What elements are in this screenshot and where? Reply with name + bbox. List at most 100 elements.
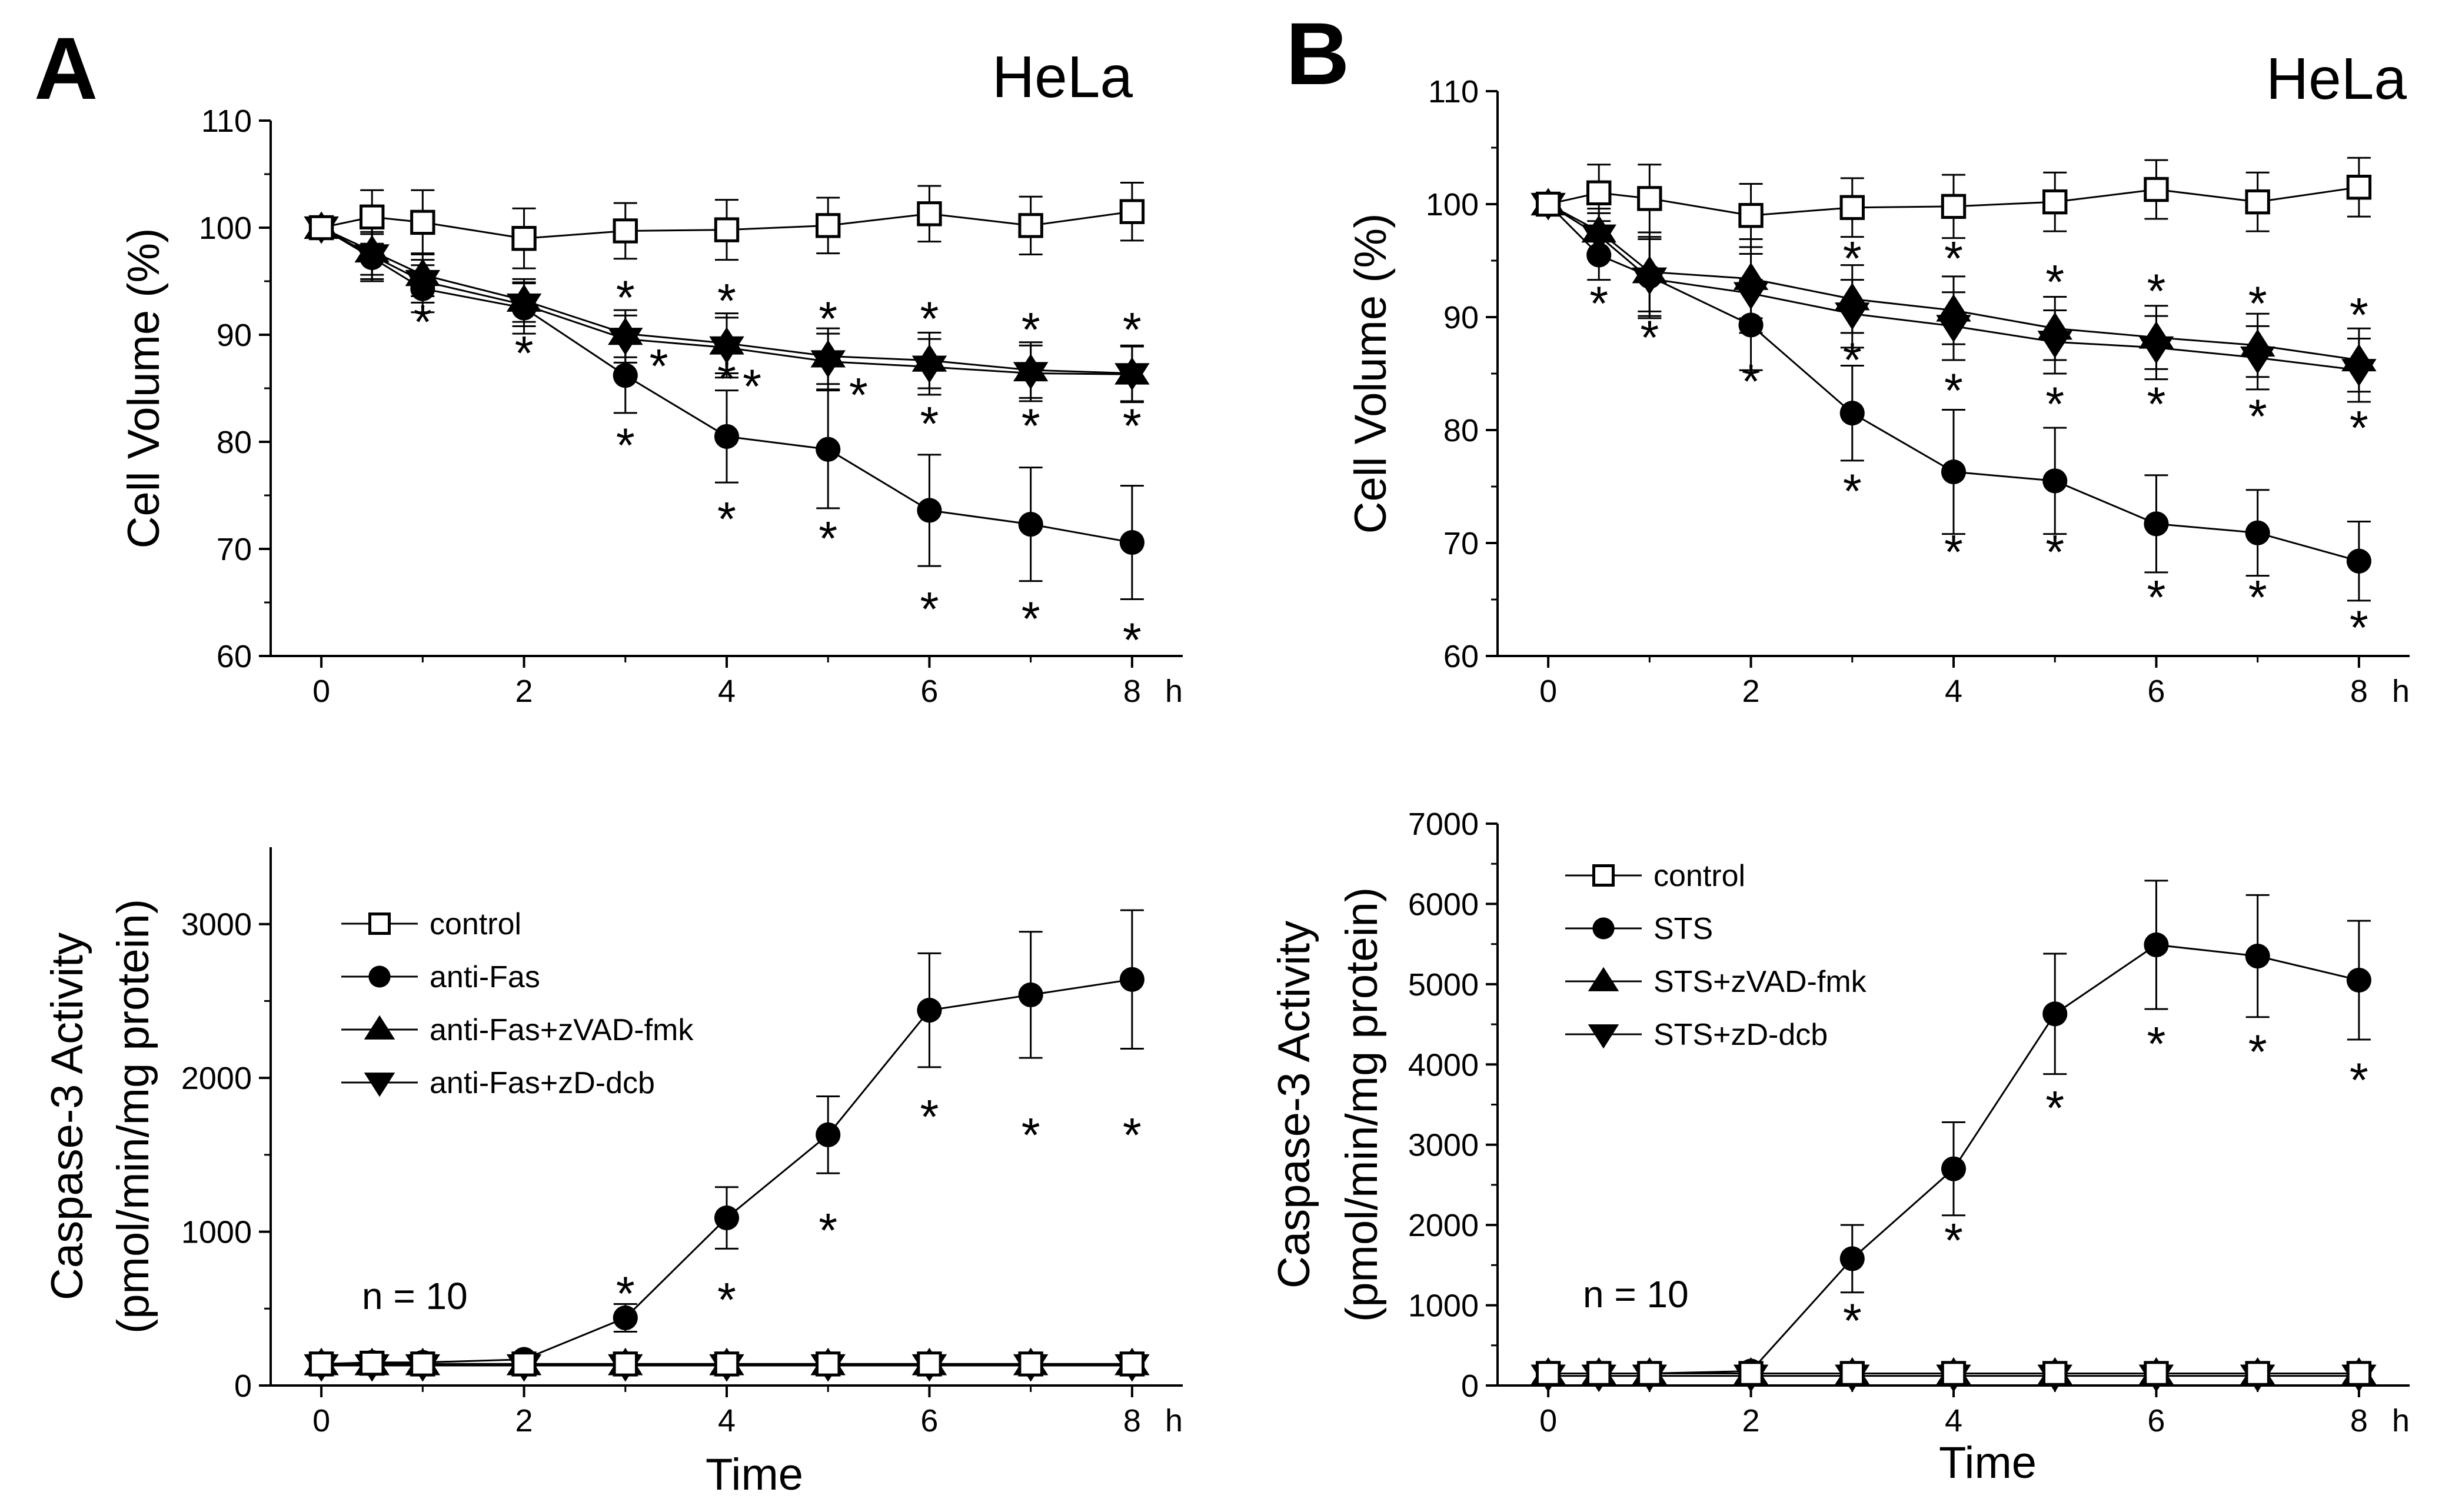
series-line [1548, 203, 2360, 361]
data-point [1581, 224, 1616, 252]
series-line [321, 211, 1133, 239]
panel-a-n-label: n = 10 [362, 1275, 468, 1317]
data-point [2144, 932, 2169, 958]
y-tick-label: 90 [1443, 300, 1479, 335]
data-point [1936, 294, 1971, 322]
data-point [511, 1351, 537, 1377]
y-tick-label: 3000 [1408, 1128, 1479, 1163]
data-point [714, 1351, 740, 1377]
y-tick-label: 4000 [1408, 1047, 1479, 1083]
significance-star: * [2248, 1025, 2267, 1079]
significance-star: * [717, 493, 736, 547]
data-point [816, 1122, 841, 1147]
data-point [917, 498, 942, 523]
significance-star: * [849, 368, 868, 422]
x-tick-label: 0 [1539, 674, 1557, 709]
data-point [1738, 203, 1764, 228]
significance-star: * [819, 512, 837, 565]
significance-star: * [1022, 1109, 1040, 1163]
significance-star: * [2147, 265, 2165, 318]
legend-item: control [1565, 859, 1745, 893]
significance-star: * [1123, 303, 1142, 357]
legend-item: control [341, 907, 521, 941]
series-line [1548, 203, 2360, 371]
legend-item: anti-Fas+zVAD-fmk [341, 1013, 694, 1047]
data-point [2245, 1361, 2270, 1386]
y-axis-title-line2: (pmol/min/mg protein) [108, 899, 158, 1334]
data-point [1018, 982, 1043, 1008]
significance-star: * [616, 1267, 635, 1321]
data-point [608, 328, 643, 355]
x-tick-label: 4 [718, 674, 736, 709]
data-point [714, 1205, 740, 1231]
data-point [1941, 1361, 1967, 1386]
x-tick-label: 8 [2350, 1403, 2368, 1438]
data-point [714, 217, 740, 242]
panel-b-letter: B [1286, 4, 1349, 103]
data-point [2144, 176, 2169, 202]
x-unit-label: h [1165, 674, 1183, 709]
x-tick-label: 8 [2350, 674, 2368, 709]
data-point [2346, 967, 2371, 993]
significance-star: * [920, 398, 939, 451]
legend-marker [1592, 917, 1615, 940]
significance-star: * [2350, 1054, 2368, 1107]
significance-star: * [1944, 364, 1963, 418]
significance-star: * [920, 582, 939, 636]
legend-item: anti-Fas+zD-dcb [341, 1066, 655, 1100]
x-tick-label: 6 [920, 674, 938, 709]
data-point [1586, 1361, 1612, 1386]
data-point [1637, 1361, 1662, 1386]
y-axis-title: Cell Volume (%) [1346, 214, 1396, 534]
y-tick-label: 110 [201, 104, 252, 139]
y-tick-label: 6000 [1408, 887, 1479, 922]
panel-a-caspase-chart: 0 1000 2000 3000 0 2 4 6 8 h Caspase-3 Activity (pm… [42, 847, 1183, 1438]
series-line [321, 227, 1133, 544]
x-tick-label: 8 [1123, 674, 1141, 709]
data-point [1637, 186, 1662, 211]
series-line [1548, 203, 2360, 562]
significance-star: * [819, 292, 837, 346]
data-point [2240, 346, 2275, 374]
y-tick-label: 0 [1461, 1368, 1479, 1404]
significance-star: * [717, 352, 736, 406]
significance-star: * [413, 296, 432, 349]
series-line [321, 978, 1133, 1365]
data-point [917, 201, 942, 227]
data-point [1632, 267, 1668, 295]
legend-item: STS+zVAD-fmk [1565, 965, 1867, 999]
panel-b-cell-volume-chart: 60 70 80 90 100 110 0 2 4 6 8 h HeLa Cell Volume (%) *… [1346, 46, 2410, 709]
legend-marker [364, 1073, 395, 1097]
significance-star: * [1742, 355, 1761, 409]
significance-star: * [616, 419, 635, 472]
data-point [1835, 302, 1870, 330]
x-unit-label: h [2392, 1403, 2410, 1438]
legend: control STS STS+zVAD-fmk STS+zD-dcb [1565, 859, 1867, 1052]
data-point [1013, 362, 1049, 390]
y-tick-label: 2000 [1408, 1208, 1479, 1243]
significance-star: * [2147, 378, 2165, 431]
data-point [1586, 242, 1612, 268]
data-point [354, 244, 390, 272]
x-tick-label: 2 [515, 674, 533, 709]
panel-b-n-label: n = 10 [1583, 1273, 1689, 1315]
data-point [405, 269, 441, 298]
data-point [1941, 1156, 1967, 1181]
data-point [1119, 530, 1145, 555]
legend-label: control [1653, 859, 1745, 893]
data-point [714, 424, 740, 449]
significance-star: * [1944, 526, 1963, 580]
y-tick-label: 1000 [181, 1215, 252, 1250]
data-point [911, 355, 947, 384]
data-point [2346, 548, 2371, 574]
significance-star: * [2045, 256, 2064, 309]
significance-star: * [2045, 1082, 2064, 1135]
data-point [2245, 520, 2270, 545]
significance-star: * [1843, 334, 1862, 387]
significance-star: * [2147, 571, 2165, 624]
data-point [613, 363, 638, 388]
significance-star: * [1640, 311, 1659, 365]
data-point [2042, 1001, 2068, 1027]
data-point [2042, 1361, 2068, 1386]
data-point [410, 1351, 435, 1377]
